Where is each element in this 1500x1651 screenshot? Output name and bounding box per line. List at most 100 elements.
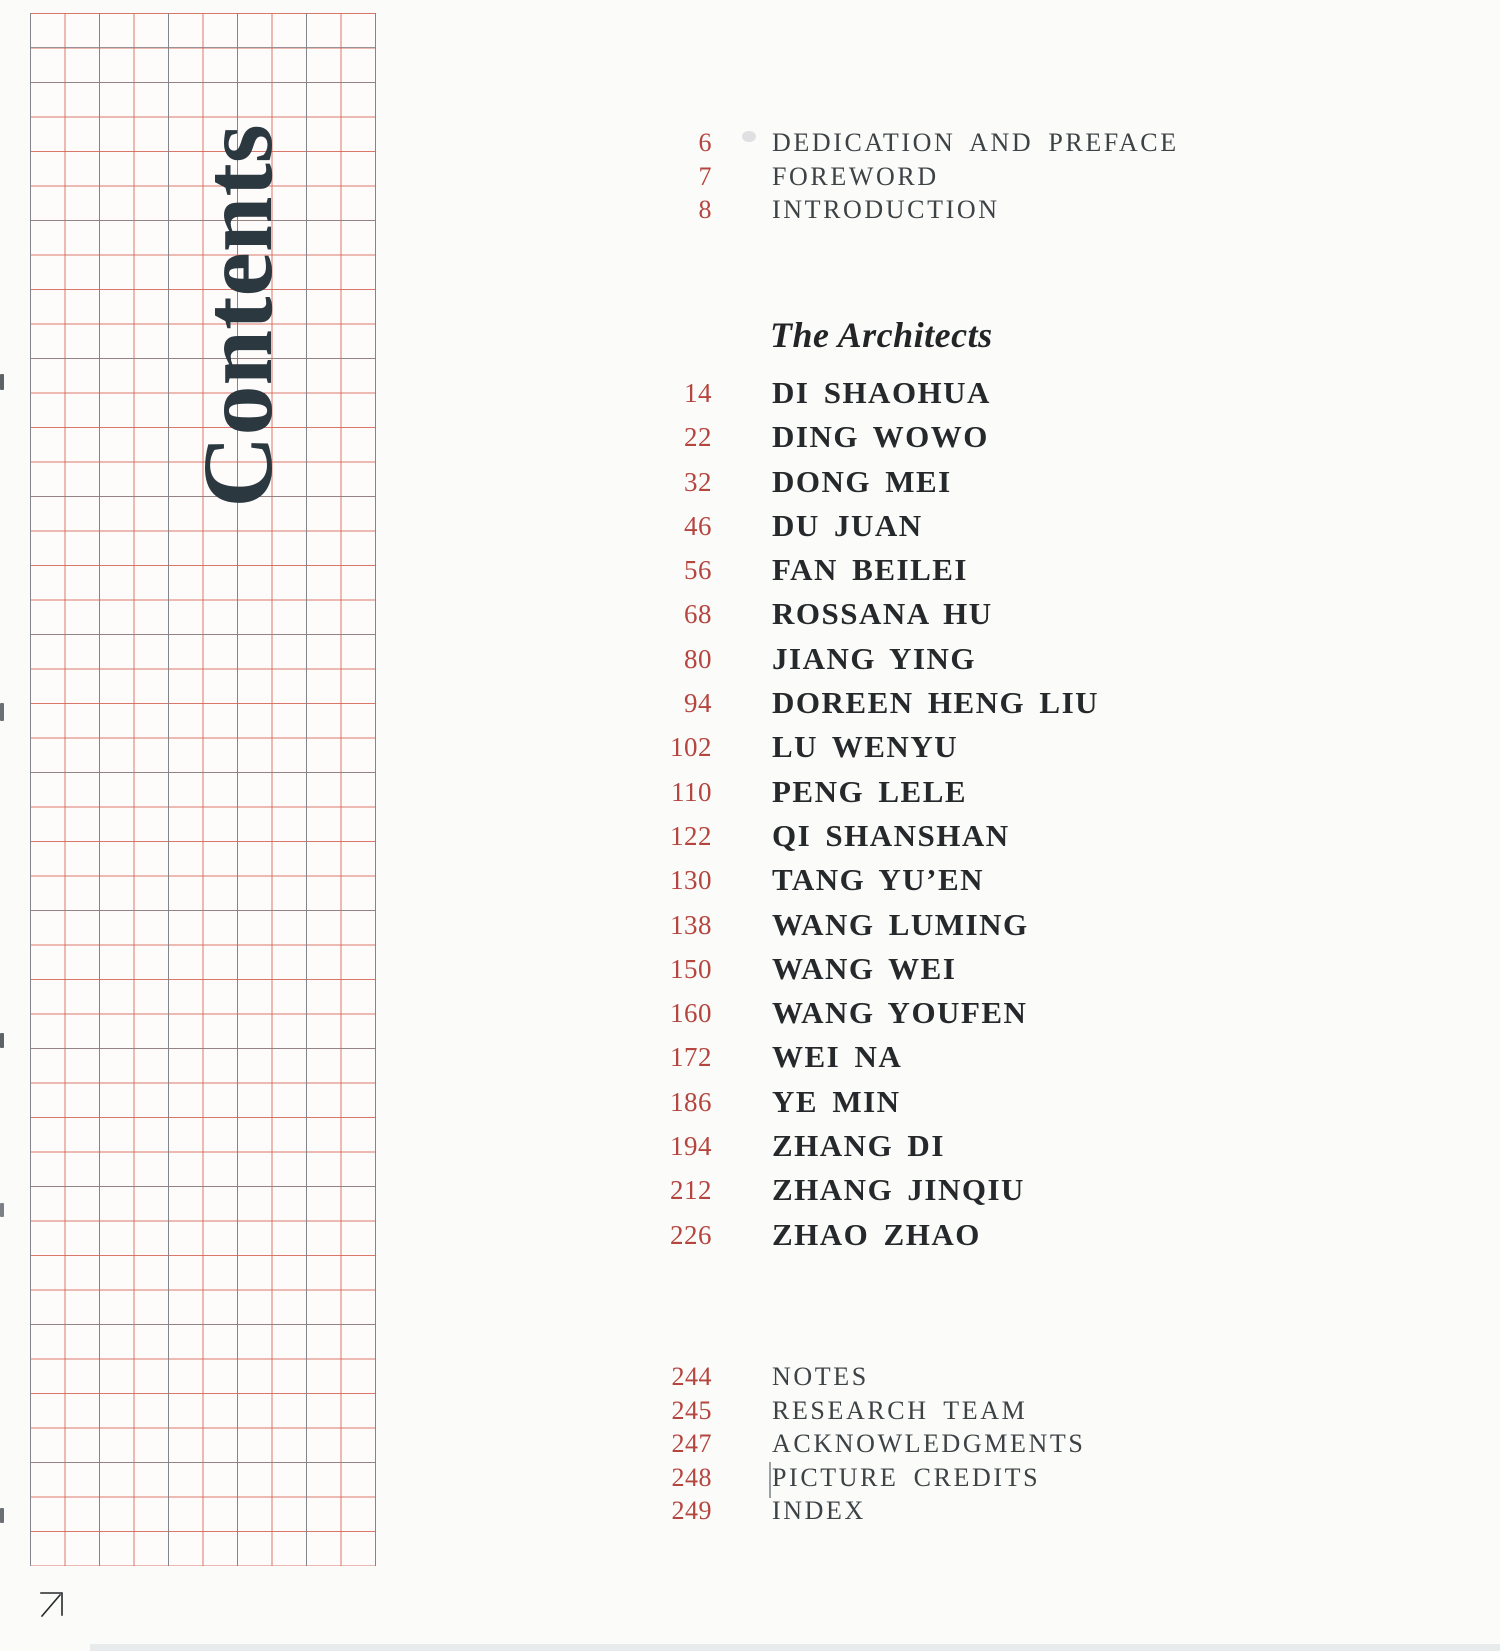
toc-row: 248 PICTURE CREDITS	[0, 1461, 1500, 1495]
scan-edge-mark	[0, 1508, 4, 1523]
page-number: 22	[684, 422, 712, 453]
page-number: 68	[684, 599, 712, 630]
entry-label: WANG YOUFEN	[772, 995, 1028, 1031]
page-number: 110	[671, 776, 712, 807]
toc-row: 80 JIANG YING	[0, 637, 1500, 681]
page-number: 248	[671, 1462, 712, 1492]
toc-row: 160 WANG YOUFEN	[0, 991, 1500, 1035]
page-number: 244	[671, 1362, 712, 1391]
entry-label: DING WOWO	[772, 419, 989, 455]
page-number: 212	[670, 1175, 712, 1206]
entry-label: NOTES	[772, 1362, 869, 1391]
graph-paper-panel: Contents	[30, 13, 376, 1618]
toc-row: 94 DOREEN HENG LIU	[0, 681, 1500, 725]
scan-edge-mark	[0, 1203, 4, 1217]
page-number: 46	[684, 510, 712, 541]
toc-row: 150 WANG WEI	[0, 947, 1500, 991]
entry-label: JIANG YING	[772, 640, 977, 676]
page-number: 94	[684, 688, 712, 719]
entry-label: WANG LUMING	[772, 906, 1029, 942]
entry-label: FAN BEILEI	[772, 552, 968, 588]
entry-label: ROSSANA HU	[772, 596, 993, 632]
entry-label: ACKNOWLEDGMENTS	[772, 1429, 1086, 1458]
page-number: 102	[670, 732, 712, 763]
page-number: 56	[684, 555, 712, 586]
arrow-up-right-icon	[40, 1592, 63, 1618]
entry-label: LU WENYU	[772, 729, 959, 765]
page-number: 32	[684, 466, 712, 497]
entry-label: DONG MEI	[772, 463, 952, 499]
page-number: 160	[670, 998, 712, 1029]
toc-row: 7 FOREWORD	[0, 160, 1500, 194]
page-number: 122	[670, 820, 712, 851]
page-number: 245	[671, 1395, 712, 1425]
entry-label: FOREWORD	[772, 161, 939, 191]
toc-row: 244 NOTES	[0, 1360, 1500, 1394]
toc-row: 68 ROSSANA HU	[0, 592, 1500, 636]
toc-row: 172 WEI NA	[0, 1035, 1500, 1079]
page-number: 172	[670, 1042, 712, 1073]
entry-label: TANG YU’EN	[772, 862, 985, 898]
toc-row: 194 ZHANG DI	[0, 1124, 1500, 1168]
toc-row: 14 DI SHAOHUA	[0, 371, 1500, 415]
page-number: 194	[670, 1131, 712, 1162]
scan-edge-mark	[0, 1033, 4, 1048]
toc-row: 102 LU WENYU	[0, 725, 1500, 769]
entry-label: DEDICATION AND PREFACE	[772, 128, 1179, 157]
toc-row: 46 DU JUAN	[0, 504, 1500, 548]
scan-edge-mark	[0, 374, 4, 390]
entry-label: RESEARCH TEAM	[772, 1395, 1028, 1425]
toc-row: 186 YE MIN	[0, 1080, 1500, 1124]
page-number: 7	[698, 161, 712, 191]
page-number: 6	[698, 128, 712, 157]
toc-row: 249 INDEX	[0, 1494, 1500, 1528]
page-number: 130	[670, 865, 712, 896]
scan-smudge	[742, 131, 756, 142]
entry-label: WANG WEI	[772, 950, 957, 986]
toc-row: 130 TANG YU’EN	[0, 858, 1500, 902]
toc-row: 56 FAN BEILEI	[0, 548, 1500, 592]
toc-row: 32 DONG MEI	[0, 460, 1500, 504]
scan-pen-mark	[769, 1462, 771, 1498]
toc-row: 138 WANG LUMING	[0, 903, 1500, 947]
entry-label: YE MIN	[772, 1083, 901, 1119]
scan-bottom-strip	[90, 1644, 1500, 1651]
entry-label: INTRODUCTION	[772, 195, 1000, 224]
entry-label: PENG LELE	[772, 773, 968, 809]
front-matter-list: 6 DEDICATION AND PREFACE 7 FOREWORD 8 INTRODU…	[0, 126, 1500, 227]
entry-label: INDEX	[772, 1496, 866, 1525]
toc-row: 22 DING WOWO	[0, 415, 1500, 459]
toc-row: 122 QI SHANSHAN	[0, 814, 1500, 858]
entry-label: DOREEN HENG LIU	[772, 685, 1100, 721]
page-number: 249	[671, 1496, 712, 1525]
entry-label: ZHANG JINQIU	[772, 1172, 1025, 1208]
toc-row: 110 PENG LELE	[0, 770, 1500, 814]
toc-row: 8 INTRODUCTION	[0, 193, 1500, 227]
toc-row: 245 RESEARCH TEAM	[0, 1394, 1500, 1428]
entry-label: WEI NA	[772, 1039, 903, 1075]
entry-label: DU JUAN	[772, 507, 923, 543]
back-matter-list: 244 NOTES 245 RESEARCH TEAM 247 ACKNOWLEDGMEN…	[0, 1360, 1500, 1528]
toc-row: 247 ACKNOWLEDGMENTS	[0, 1427, 1500, 1461]
entry-label: QI SHANSHAN	[772, 817, 1010, 853]
architects-list: 14 DI SHAOHUA 22 DING WOWO 32 DONG MEI 46 DU JU…	[0, 371, 1500, 1257]
page-number: 80	[684, 643, 712, 674]
entry-label: DI SHAOHUA	[772, 375, 991, 410]
toc-row: 6 DEDICATION AND PREFACE	[0, 126, 1500, 160]
page-number: 138	[670, 909, 712, 940]
entry-label: PICTURE CREDITS	[772, 1462, 1041, 1492]
toc-row: 226 ZHAO ZHAO	[0, 1213, 1500, 1257]
page-number: 8	[698, 195, 712, 224]
page-number: 14	[684, 378, 712, 408]
page-number: 150	[670, 953, 712, 984]
toc-row: 212 ZHANG JINQIU	[0, 1168, 1500, 1212]
entry-label: ZHAO ZHAO	[772, 1216, 981, 1252]
section-heading: The Architects	[770, 315, 993, 355]
page-number: 226	[670, 1219, 712, 1250]
page-number: 247	[671, 1429, 712, 1458]
entry-label: ZHANG DI	[772, 1128, 945, 1164]
page-number: 186	[670, 1086, 712, 1117]
scan-edge-mark	[0, 703, 4, 721]
